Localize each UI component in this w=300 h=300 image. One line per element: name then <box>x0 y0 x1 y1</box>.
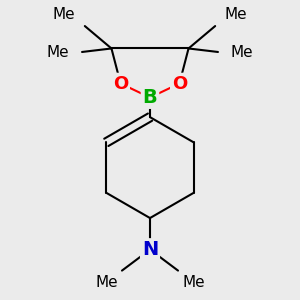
Text: N: N <box>142 240 158 259</box>
Text: O: O <box>172 74 187 92</box>
Text: Me: Me <box>52 7 75 22</box>
Text: Me: Me <box>47 45 69 60</box>
Text: Me: Me <box>231 45 253 60</box>
Text: Me: Me <box>95 275 118 290</box>
Text: Me: Me <box>182 275 205 290</box>
Text: B: B <box>142 88 158 107</box>
Text: O: O <box>113 74 128 92</box>
Text: Me: Me <box>225 7 248 22</box>
